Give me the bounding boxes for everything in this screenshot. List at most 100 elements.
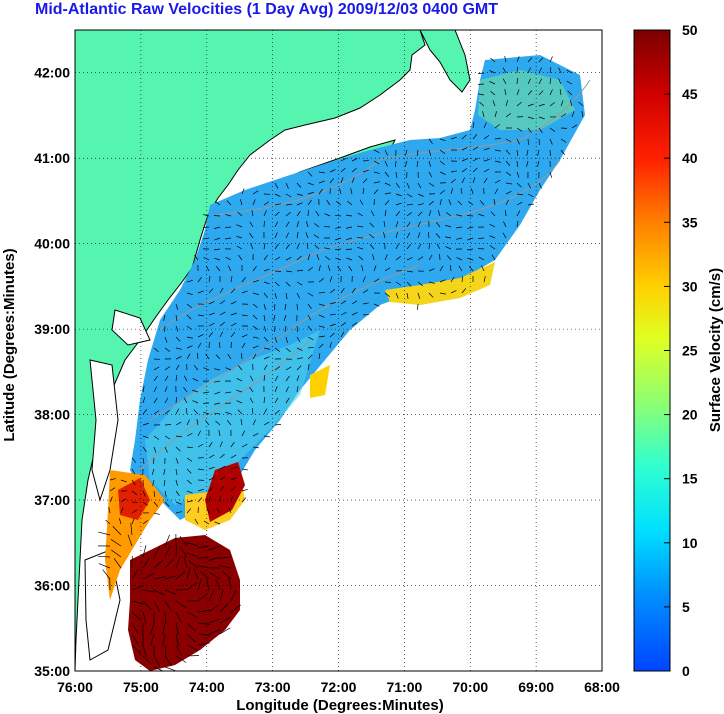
velocity-arrow bbox=[153, 655, 161, 667]
velocity-arrow bbox=[219, 465, 226, 470]
velocity-arrow bbox=[285, 232, 289, 239]
velocity-arrow bbox=[214, 201, 221, 206]
velocity-arrow bbox=[274, 232, 278, 239]
velocity-arrow bbox=[97, 555, 111, 558]
velocity-arrow bbox=[527, 90, 533, 96]
velocity-arrow bbox=[192, 389, 199, 393]
velocity-arrow bbox=[445, 246, 452, 250]
velocity-arrow bbox=[549, 56, 553, 63]
lat-tick-label: 36:00 bbox=[34, 578, 70, 594]
velocity-arrow bbox=[482, 111, 485, 118]
velocity-arrow bbox=[417, 203, 424, 206]
velocity-arrow bbox=[183, 375, 188, 382]
velocity-arrow bbox=[197, 468, 204, 471]
velocity-arrow bbox=[214, 237, 221, 241]
velocity-arrow bbox=[208, 629, 221, 635]
velocity-arrow bbox=[527, 127, 532, 134]
velocity-arrow bbox=[252, 199, 256, 206]
velocity-arrow bbox=[527, 78, 531, 85]
velocity-arrow bbox=[142, 457, 145, 464]
velocity-arrow bbox=[214, 402, 221, 405]
velocity-arrow bbox=[285, 221, 290, 228]
velocity-arrow bbox=[219, 603, 229, 613]
velocity-arrow bbox=[252, 314, 258, 320]
velocity-arrow bbox=[102, 569, 111, 580]
velocity-arrow bbox=[263, 435, 270, 438]
colorbar-tick-label: 5 bbox=[682, 599, 690, 615]
velocity-arrow bbox=[175, 655, 187, 663]
velocity-arrow bbox=[516, 77, 518, 85]
velocity-arrow bbox=[358, 255, 364, 261]
velocity-arrow bbox=[131, 633, 139, 645]
velocity-arrow bbox=[417, 182, 422, 189]
velocity-arrow bbox=[186, 542, 199, 547]
velocity-arrow bbox=[131, 622, 139, 634]
velocity-arrow bbox=[483, 147, 490, 151]
velocity-arrow bbox=[214, 226, 221, 229]
velocity-arrow bbox=[313, 223, 320, 228]
velocity-arrow bbox=[241, 277, 246, 283]
velocity-arrow bbox=[164, 655, 172, 667]
velocity-arrow bbox=[285, 375, 290, 382]
velocity-arrow bbox=[163, 314, 166, 321]
velocity-arrow bbox=[285, 336, 288, 343]
velocity-arrow bbox=[214, 521, 221, 525]
velocity-arrow bbox=[296, 386, 299, 393]
velocity-arrow bbox=[384, 267, 391, 272]
velocity-arrow bbox=[461, 147, 468, 151]
velocity-arrow bbox=[186, 508, 192, 514]
velocity-arrow bbox=[362, 289, 369, 294]
velocity-arrow bbox=[214, 391, 221, 395]
velocity-arrow bbox=[448, 199, 452, 206]
velocity-arrow bbox=[175, 611, 182, 623]
velocity-arrow bbox=[340, 331, 345, 338]
velocity-arrow bbox=[439, 279, 446, 283]
velocity-arrow bbox=[351, 167, 357, 173]
velocity-arrow bbox=[406, 244, 412, 250]
lon-tick-label: 73:00 bbox=[255, 679, 291, 695]
velocity-arrow bbox=[112, 525, 122, 536]
velocity-arrow bbox=[274, 243, 279, 250]
velocity-arrow bbox=[263, 408, 268, 415]
velocity-arrow bbox=[428, 210, 432, 217]
velocity-arrow bbox=[350, 188, 353, 195]
velocity-arrow bbox=[559, 89, 562, 96]
velocity-arrow bbox=[186, 353, 191, 360]
velocity-arrow bbox=[285, 292, 288, 299]
colorbar-label: Surface Velocity (cm/s) bbox=[707, 268, 724, 432]
velocity-arrow bbox=[477, 83, 485, 85]
velocity-arrow bbox=[153, 397, 158, 404]
velocity-arrow bbox=[384, 292, 390, 297]
velocity-arrow bbox=[340, 287, 345, 294]
velocity-arrow bbox=[351, 312, 358, 316]
velocity-arrow bbox=[324, 213, 331, 217]
velocity-arrow bbox=[417, 243, 422, 250]
colorbar-tick-label: 10 bbox=[682, 535, 698, 551]
velocity-arrow bbox=[538, 90, 544, 96]
velocity-arrow bbox=[175, 644, 182, 656]
velocity-arrow bbox=[274, 397, 279, 404]
velocity-arrow bbox=[505, 149, 511, 155]
velocity-arrow bbox=[230, 604, 241, 613]
lon-tick-label: 76:00 bbox=[57, 679, 93, 695]
velocity-arrow bbox=[490, 57, 496, 63]
velocity-arrow bbox=[450, 170, 457, 173]
lon-tick-label: 68:00 bbox=[584, 679, 620, 695]
velocity-arrow bbox=[142, 435, 149, 439]
velocity-arrow bbox=[274, 424, 282, 426]
velocity-arrow bbox=[467, 201, 474, 206]
velocity-arrow bbox=[164, 559, 174, 569]
colorbar-tick-label: 0 bbox=[682, 663, 690, 679]
velocity-arrow bbox=[249, 397, 254, 404]
velocity-arrow bbox=[153, 666, 164, 671]
velocity-arrow bbox=[186, 314, 192, 320]
velocity-arrow bbox=[225, 367, 232, 371]
velocity-arrow bbox=[516, 193, 523, 196]
lon-tick-label: 71:00 bbox=[386, 679, 422, 695]
colorbar-tick-label: 50 bbox=[682, 22, 698, 38]
velocity-arrow bbox=[214, 368, 221, 371]
velocity-arrow bbox=[153, 386, 157, 393]
velocity-arrow bbox=[369, 222, 375, 228]
velocity-arrow bbox=[236, 378, 243, 382]
velocity-arrow bbox=[505, 113, 511, 118]
